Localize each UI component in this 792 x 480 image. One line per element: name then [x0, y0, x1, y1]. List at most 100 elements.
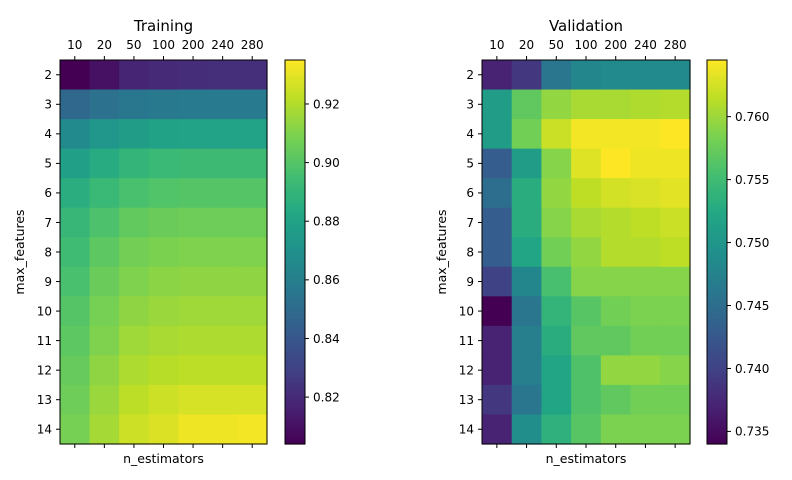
- heatmap-cell: [600, 119, 632, 150]
- colorbar-tick-label: 0.750: [735, 236, 769, 250]
- heatmap-cell: [630, 355, 661, 386]
- colorbar-segment: [707, 255, 727, 259]
- heatmap-cell: [207, 60, 239, 91]
- colorbar-tick-label: 0.82: [313, 390, 340, 404]
- colorbar-segment: [285, 344, 305, 349]
- heatmap-cell: [148, 89, 179, 120]
- colorbar-segment: [285, 360, 305, 365]
- heatmap-cell: [571, 414, 602, 445]
- heatmap-cell: [237, 207, 268, 238]
- y-tick-label: 13: [37, 393, 52, 407]
- heatmap-cell: [207, 414, 239, 445]
- colorbar-segment: [707, 392, 727, 397]
- heatmap-cell: [600, 296, 632, 327]
- colorbar-segment: [285, 354, 305, 359]
- heatmap-cell: [660, 178, 691, 209]
- colorbar-segment: [285, 431, 305, 435]
- heatmap-cell: [660, 119, 691, 150]
- colorbar-segment: [285, 213, 305, 218]
- heatmap-cell: [630, 119, 661, 150]
- colorbar-segment: [707, 440, 727, 445]
- heatmap-cell: [482, 148, 513, 179]
- x-axis-label: n_estimators: [123, 451, 204, 466]
- colorbar-segment: [285, 197, 305, 202]
- heatmap-cell: [571, 89, 602, 120]
- heatmap-cell: [571, 60, 602, 91]
- colorbar-segment: [707, 434, 727, 439]
- heatmap-cell: [89, 296, 120, 327]
- colorbar-segment: [285, 207, 305, 211]
- colorbar-segment: [285, 168, 305, 173]
- heatmap-cell: [207, 178, 239, 209]
- colorbar-segment: [707, 72, 727, 77]
- heatmap-cell: [600, 355, 632, 386]
- colorbar-segment: [285, 373, 305, 378]
- y-tick-label: 2: [44, 68, 52, 82]
- x-tick-label: 240: [211, 38, 234, 52]
- colorbar-segment: [707, 188, 727, 192]
- colorbar: 0.82 0.84 0.86 0.88 0.90 0.92: [284, 59, 340, 445]
- y-axis-label: max_features: [12, 209, 27, 294]
- heatmap-cell: [148, 178, 179, 209]
- colorbar-segment: [707, 88, 727, 93]
- heatmap-cell: [207, 325, 239, 356]
- heatmap-cell: [89, 266, 120, 297]
- colorbar-frame: [284, 59, 306, 445]
- heatmap-cells: [60, 60, 268, 445]
- heatmap-cell: [237, 89, 268, 120]
- heatmap-cell: [482, 60, 513, 91]
- colorbar-segment: [707, 159, 727, 163]
- chart-title: Validation: [549, 17, 623, 35]
- heatmap-cell: [119, 237, 150, 268]
- colorbar-segment: [707, 114, 727, 119]
- colorbar-segment: [707, 264, 727, 269]
- y-tick-label: 6: [44, 186, 52, 200]
- colorbar-segment: [285, 184, 305, 189]
- x-tick-label: 10: [67, 38, 82, 52]
- colorbar-segment: [285, 220, 305, 224]
- heatmap-cell: [60, 207, 91, 238]
- colorbar-segment: [707, 354, 727, 359]
- heatmap-cell: [511, 148, 543, 179]
- heatmap-cell: [237, 296, 268, 327]
- colorbar-segment: [285, 204, 305, 208]
- colorbar-segment: [285, 319, 305, 323]
- colorbar-segment: [285, 63, 305, 67]
- colorbar-segment: [707, 149, 727, 154]
- heatmap-cell: [600, 178, 632, 209]
- heatmap-cell: [119, 266, 150, 297]
- heatmap-cell: [660, 89, 691, 120]
- heatmap-cell: [511, 414, 543, 445]
- y-tick-label: 12: [37, 363, 52, 377]
- colorbar-segment: [707, 312, 727, 317]
- heatmap-cell: [541, 384, 572, 416]
- colorbar-segment: [285, 348, 305, 352]
- colorbar-segment: [285, 200, 305, 205]
- heatmap-cell: [148, 148, 179, 179]
- y-tick-label: 4: [466, 127, 474, 141]
- heatmap-cell: [178, 296, 209, 327]
- colorbar-segment: [707, 364, 727, 368]
- heatmap-cell: [630, 207, 661, 238]
- heatmap-cell: [178, 89, 209, 120]
- colorbar-segment: [707, 360, 727, 365]
- colorbar-segment: [707, 408, 727, 413]
- colorbar-segment: [285, 322, 305, 327]
- colorbar-segment: [707, 69, 727, 74]
- colorbar-segment: [707, 386, 727, 391]
- heatmap-cell: [60, 296, 91, 327]
- heatmap-cell: [148, 325, 179, 356]
- colorbar-segment: [707, 277, 727, 282]
- heatmap-cell: [511, 207, 543, 238]
- colorbar-segment: [285, 421, 305, 426]
- heatmap-cell: [482, 414, 513, 445]
- heatmap-cell: [541, 148, 572, 179]
- colorbar-segment: [707, 232, 727, 237]
- colorbar-segment: [707, 367, 727, 371]
- colorbar-segment: [285, 114, 305, 119]
- colorbar-segment: [707, 76, 727, 80]
- heatmap-cell: [237, 178, 268, 209]
- colorbar-segment: [707, 95, 727, 99]
- colorbar-segment: [285, 88, 305, 93]
- heatmap-cell: [571, 207, 602, 238]
